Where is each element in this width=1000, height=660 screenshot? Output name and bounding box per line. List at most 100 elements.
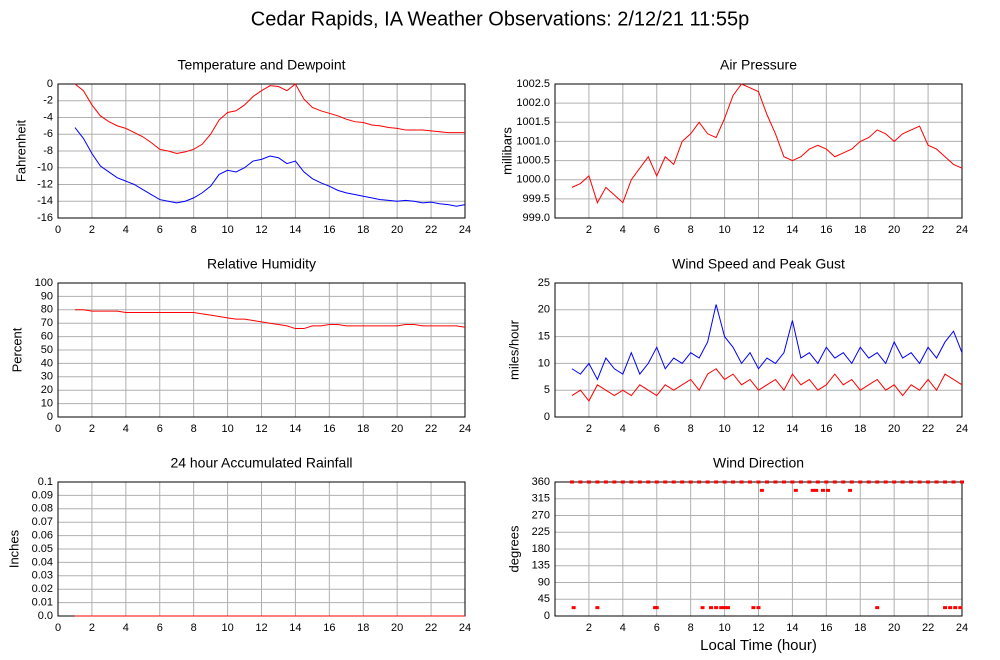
x-tick-label: 20 [888, 622, 900, 634]
data-point [654, 480, 659, 484]
data-point [764, 480, 769, 484]
x-tick-label: 4 [620, 622, 626, 634]
x-tick-label: 22 [425, 224, 437, 236]
data-point [671, 480, 676, 484]
x-tick-label: 10 [221, 622, 233, 634]
y-tick-label: 135 [532, 560, 550, 572]
data-point [751, 606, 756, 610]
x-tick-label: 24 [956, 423, 968, 435]
data-point [629, 480, 634, 484]
data-point [849, 480, 854, 484]
data-line [74, 309, 466, 330]
x-tick-label: 6 [654, 423, 660, 435]
data-point [832, 480, 837, 484]
data-point [960, 480, 964, 484]
x-tick-label: 16 [323, 622, 335, 634]
data-point [722, 606, 727, 610]
data-point [578, 480, 583, 484]
y-tick-label: 90 [41, 290, 53, 302]
x-tick-label: 24 [956, 224, 968, 236]
data-point [697, 480, 702, 484]
x-tick-label: 6 [654, 622, 660, 634]
y-axis-label: Fahrenheit [13, 120, 28, 183]
data-point [866, 480, 871, 484]
y-tick-label: 225 [532, 526, 550, 538]
data-point [719, 606, 724, 610]
x-tick-label: 2 [586, 423, 592, 435]
x-tick-label: 18 [854, 224, 866, 236]
data-point [748, 480, 753, 484]
y-tick-label: 5 [544, 384, 550, 396]
x-tick-label: 16 [820, 423, 832, 435]
data-point [586, 480, 591, 484]
data-point [654, 606, 659, 610]
data-point [646, 480, 651, 484]
data-point [815, 480, 820, 484]
y-tick-label: 0.02 [32, 583, 53, 595]
data-point [917, 480, 922, 484]
y-tick-label: 10 [41, 398, 53, 410]
x-tick-label: 8 [191, 622, 197, 634]
x-tick-label: 22 [425, 423, 437, 435]
x-tick-label: 24 [956, 622, 968, 634]
x-tick-label: 20 [888, 423, 900, 435]
y-tick-label: 0 [47, 78, 53, 90]
data-point [943, 480, 948, 484]
y-axis-label: degrees [506, 525, 521, 572]
y-tick-label: 0.01 [32, 597, 53, 609]
x-tick-label: 6 [654, 224, 660, 236]
x-tick-label: 24 [459, 224, 471, 236]
x-tick-label: 24 [459, 423, 471, 435]
y-tick-label: 360 [532, 476, 550, 488]
data-point [603, 480, 608, 484]
data-point [725, 606, 730, 610]
data-point [953, 606, 958, 610]
x-tick-label: 10 [718, 622, 730, 634]
data-point [807, 480, 812, 484]
plot-frame [57, 282, 466, 418]
y-tick-label: 0.07 [32, 516, 53, 528]
x-tick-label: 20 [391, 423, 403, 435]
x-axis-label: Local Time (hour) [700, 637, 817, 654]
x-tick-label: 18 [854, 423, 866, 435]
x-tick-label: 14 [289, 423, 301, 435]
data-point [756, 480, 761, 484]
x-tick-label: 10 [718, 423, 730, 435]
chart-panel: 24 hour Accumulated RainfallInches0.00.0… [6, 455, 471, 634]
y-tick-label: 0.08 [32, 503, 53, 515]
y-tick-label: 0 [544, 610, 550, 622]
chart-panel: Temperature and Dewpoint Fahrenheit -16 -14… [13, 57, 471, 236]
y-tick-label: 1001.5 [516, 116, 550, 128]
data-point [790, 480, 795, 484]
x-tick-label: 20 [888, 224, 900, 236]
data-point [909, 480, 914, 484]
y-tick-label: 40 [41, 357, 53, 369]
data-point [848, 488, 853, 492]
data-point [948, 606, 953, 610]
y-tick-label: 0.1 [38, 476, 53, 488]
data-line [74, 127, 466, 207]
x-tick-label: 22 [922, 224, 934, 236]
x-tick-label: 4 [620, 224, 626, 236]
data-point [824, 480, 829, 484]
data-point [663, 480, 668, 484]
x-tick-label: 14 [786, 224, 798, 236]
chart-title: 24 hour Accumulated Rainfall [170, 455, 352, 471]
chart-title: Air Pressure [720, 57, 797, 73]
data-point [714, 606, 719, 610]
x-tick-label: 16 [820, 224, 832, 236]
data-point [875, 606, 880, 610]
y-tick-label: -8 [43, 145, 53, 157]
y-tick-label: 1002.5 [516, 78, 550, 90]
data-point [612, 480, 617, 484]
x-tick-label: 18 [357, 622, 369, 634]
data-point [759, 488, 764, 492]
chart-panel: Air Pressure millibars 999.0 999.5 1000.0 100… [499, 57, 968, 236]
data-point [951, 480, 956, 484]
x-tick-label: 6 [157, 622, 163, 634]
chart-title: Relative Humidity [207, 256, 316, 272]
y-tick-label: 20 [41, 384, 53, 396]
data-point [680, 480, 685, 484]
y-tick-label: 1002.0 [516, 97, 550, 109]
data-point [781, 480, 786, 484]
